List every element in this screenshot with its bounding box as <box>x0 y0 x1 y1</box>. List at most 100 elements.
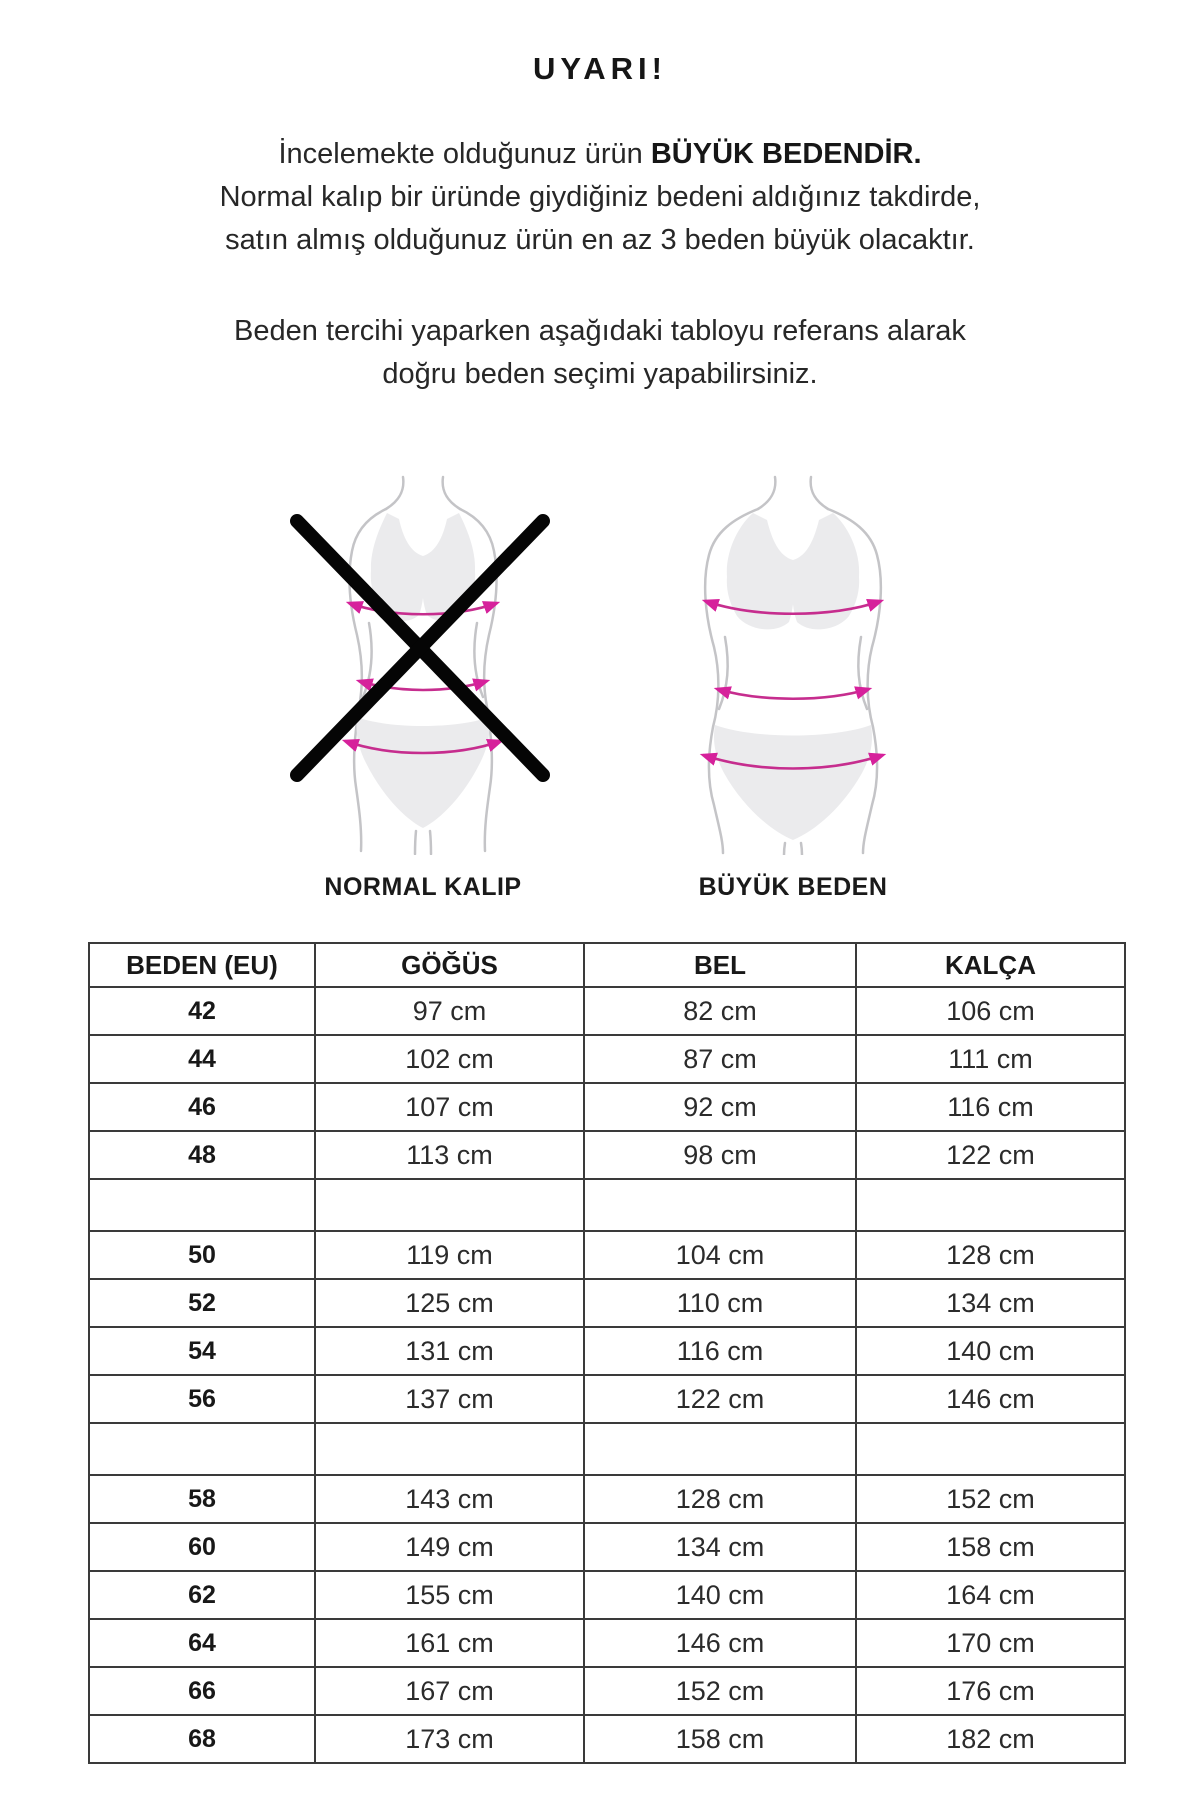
table-cell: 158 cm <box>583 1714 857 1764</box>
table-cell: 66 <box>88 1666 316 1716</box>
hip-measure-arrow <box>699 752 887 770</box>
table-cell: 158 cm <box>855 1522 1126 1572</box>
table-cell: 128 cm <box>583 1474 857 1524</box>
table-cell: 58 <box>88 1474 316 1524</box>
table-cell: 46 <box>88 1082 316 1132</box>
page-title: UYARI! <box>533 51 667 86</box>
table-cell: 87 cm <box>583 1034 857 1084</box>
table-row: 56 137 cm 122 cm 146 cm <box>88 1374 1126 1424</box>
table-cell: 182 cm <box>855 1714 1126 1764</box>
warning-line-1: İncelemekte olduğunuz ürün BÜYÜK BEDENDİ… <box>0 133 1200 176</box>
size-table: BEDEN (EU) GÖĞÜS BEL KALÇA 42 97 cm 82 cm 106 … <box>88 942 1126 1764</box>
warning-line-1-text: İncelemekte olduğunuz ürün <box>278 138 651 170</box>
table-cell <box>855 1422 1126 1476</box>
table-row: 48 113 cm 98 cm 122 cm <box>88 1130 1126 1180</box>
reference-paragraph: Beden tercihi yaparken aşağıdaki tabloyu… <box>0 310 1200 396</box>
x-cross-icon <box>290 514 550 782</box>
table-cell <box>314 1422 585 1476</box>
table-cell: 122 cm <box>855 1130 1126 1180</box>
table-cell: 125 cm <box>314 1278 585 1328</box>
bra-shape <box>370 513 476 621</box>
table-cell: 54 <box>88 1326 316 1376</box>
table-cell: 102 cm <box>314 1034 585 1084</box>
bust-measure-arrow <box>701 598 885 616</box>
normal-fit-label: NORMAL KALIP <box>324 873 522 901</box>
table-cell: 111 cm <box>855 1034 1126 1084</box>
table-cell: 167 cm <box>314 1666 585 1716</box>
table-cell: 64 <box>88 1618 316 1668</box>
table-row: 42 97 cm 82 cm 106 cm <box>88 986 1126 1036</box>
warning-line-3: satın almış olduğunuz ürün en az 3 beden… <box>225 224 975 256</box>
table-cell <box>583 1422 857 1476</box>
column-header: KALÇA <box>855 942 1126 988</box>
table-row: 62 155 cm 140 cm 164 cm <box>88 1570 1126 1620</box>
table-cell <box>583 1178 857 1232</box>
column-header: BEL <box>583 942 857 988</box>
reference-line-1: Beden tercihi yaparken aşağıdaki tabloyu… <box>234 315 966 347</box>
table-row: 58 143 cm 128 cm 152 cm <box>88 1474 1126 1524</box>
waist-measure-arrow <box>713 686 873 700</box>
table-cell: 173 cm <box>314 1714 585 1764</box>
table-cell: 137 cm <box>314 1374 585 1424</box>
table-cell: 82 cm <box>583 986 857 1036</box>
table-cell: 113 cm <box>314 1130 585 1180</box>
table-cell: 143 cm <box>314 1474 585 1524</box>
table-cell: 134 cm <box>855 1278 1126 1328</box>
table-cell: 152 cm <box>583 1666 857 1716</box>
table-cell: 146 cm <box>855 1374 1126 1424</box>
table-cell: 107 cm <box>314 1082 585 1132</box>
table-cell: 155 cm <box>314 1570 585 1620</box>
table-row: 68 173 cm 158 cm 182 cm <box>88 1714 1126 1764</box>
table-row: 44 102 cm 87 cm 111 cm <box>88 1034 1126 1084</box>
table-cell: 62 <box>88 1570 316 1620</box>
table-header-row: BEDEN (EU) GÖĞÜS BEL KALÇA <box>88 942 1126 988</box>
warning-paragraph: İncelemekte olduğunuz ürün BÜYÜK BEDENDİ… <box>0 133 1200 262</box>
column-header: GÖĞÜS <box>314 942 585 988</box>
table-cell: 56 <box>88 1374 316 1424</box>
column-header: BEDEN (EU) <box>88 942 316 988</box>
table-cell <box>88 1178 316 1232</box>
plus-size-label: BÜYÜK BEDEN <box>698 873 888 901</box>
table-row: 60 149 cm 134 cm 158 cm <box>88 1522 1126 1572</box>
table-cell: 60 <box>88 1522 316 1572</box>
table-row: 54 131 cm 116 cm 140 cm <box>88 1326 1126 1376</box>
table-cell: 116 cm <box>583 1326 857 1376</box>
table-cell: 98 cm <box>583 1130 857 1180</box>
table-cell <box>855 1178 1126 1232</box>
spacer-row <box>88 1178 1126 1232</box>
table-cell: 140 cm <box>583 1570 857 1620</box>
table-cell: 104 cm <box>583 1230 857 1280</box>
table-cell: 68 <box>88 1714 316 1764</box>
table-cell: 164 cm <box>855 1570 1126 1620</box>
waist-measure-arrow <box>355 678 491 692</box>
table-cell: 106 cm <box>855 986 1126 1036</box>
table-cell: 128 cm <box>855 1230 1126 1280</box>
table-row: 46 107 cm 92 cm 116 cm <box>88 1082 1126 1132</box>
table-cell: 152 cm <box>855 1474 1126 1524</box>
table-cell: 92 cm <box>583 1082 857 1132</box>
figures-illustration: NORMAL KALIP BÜYÜK BEDEN <box>0 430 1200 901</box>
table-cell: 48 <box>88 1130 316 1180</box>
table-cell: 134 cm <box>583 1522 857 1572</box>
table-cell <box>314 1178 585 1232</box>
table-row: 66 167 cm 152 cm 176 cm <box>88 1666 1126 1716</box>
table-cell: 161 cm <box>314 1618 585 1668</box>
table-cell: 97 cm <box>314 986 585 1036</box>
panty-shape <box>714 725 872 840</box>
table-cell: 50 <box>88 1230 316 1280</box>
table-row: 52 125 cm 110 cm 134 cm <box>88 1278 1126 1328</box>
table-cell: 176 cm <box>855 1666 1126 1716</box>
table-cell: 122 cm <box>583 1374 857 1424</box>
table-cell: 140 cm <box>855 1326 1126 1376</box>
warning-line-2: Normal kalıp bir üründe giydiğiniz beden… <box>219 181 981 213</box>
table-cell: 42 <box>88 986 316 1036</box>
table-cell: 52 <box>88 1278 316 1328</box>
reference-line-2: doğru beden seçimi yapabilirsiniz. <box>382 358 818 390</box>
normal-fit-figure-icon <box>341 475 505 855</box>
table-cell: 44 <box>88 1034 316 1084</box>
warning-line-1-bold: BÜYÜK BEDENDİR. <box>650 138 922 170</box>
table-row: 64 161 cm 146 cm 170 cm <box>88 1618 1126 1668</box>
table-cell: 119 cm <box>314 1230 585 1280</box>
plus-size-figure-icon <box>699 475 887 855</box>
table-cell: 116 cm <box>855 1082 1126 1132</box>
